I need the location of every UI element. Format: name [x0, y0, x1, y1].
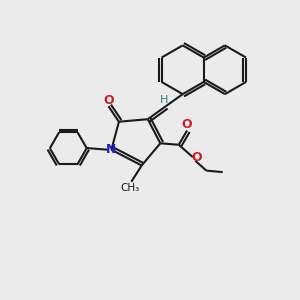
Text: H: H [160, 95, 169, 105]
Text: O: O [182, 118, 192, 131]
Text: O: O [192, 151, 202, 164]
Text: N: N [106, 143, 117, 156]
Text: O: O [103, 94, 114, 107]
Text: CH₃: CH₃ [120, 183, 140, 194]
